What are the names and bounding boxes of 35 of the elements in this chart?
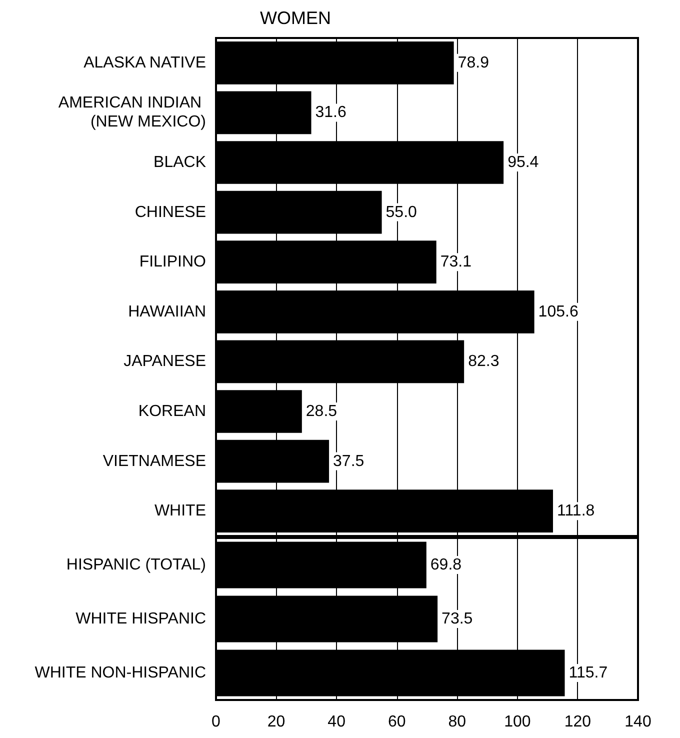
x-tick-label: 80 xyxy=(448,714,466,730)
y-tick-label: ALASKA NATIVE xyxy=(84,54,206,72)
y-tick-label: JAPANESE xyxy=(124,353,206,370)
data-label: 115.7 xyxy=(568,664,608,682)
x-tick-label: 100 xyxy=(504,714,531,730)
y-tick-label: CHINESE xyxy=(134,204,206,221)
data-label: 111.8 xyxy=(556,502,595,520)
y-tick-label: WHITE xyxy=(154,502,206,520)
data-label: 82.3 xyxy=(468,353,500,370)
data-label: 28.5 xyxy=(306,403,338,420)
chart-title: WOMEN xyxy=(260,8,331,28)
x-tick-label: 60 xyxy=(388,714,406,730)
y-tick-label: VIETNAMESE xyxy=(102,452,206,470)
data-label: 105.6 xyxy=(538,303,578,320)
y-tick-label: HAWAIIAN xyxy=(128,303,206,320)
y-tick-label: BLACK xyxy=(154,154,206,171)
data-label: 55.0 xyxy=(386,204,418,221)
data-label: 78.9 xyxy=(458,54,490,72)
data-label: 73.5 xyxy=(442,610,473,628)
y-tick-label: HISPANIC (TOTAL) xyxy=(66,556,206,574)
x-tick-label: 0 xyxy=(212,714,221,730)
x-tick-label: 20 xyxy=(267,714,286,730)
data-label: 37.5 xyxy=(333,452,364,470)
y-tick-label: AMERICAN INDIAN (NEW MEXICO) xyxy=(58,94,206,131)
x-tick-label: 120 xyxy=(564,714,592,730)
data-label: 31.6 xyxy=(315,104,346,122)
data-label: 69.8 xyxy=(430,556,462,574)
x-tick-label: 40 xyxy=(328,714,346,730)
x-tick-label: 140 xyxy=(624,714,652,730)
data-label: 95.4 xyxy=(508,154,539,171)
y-tick-label: KOREAN xyxy=(138,403,206,420)
y-tick-label: WHITE NON-HISPANIC xyxy=(34,664,206,682)
y-tick-label: WHITE HISPANIC xyxy=(76,610,206,628)
y-tick-label: FILIPINO xyxy=(139,254,206,271)
data-label: 73.1 xyxy=(440,254,472,271)
